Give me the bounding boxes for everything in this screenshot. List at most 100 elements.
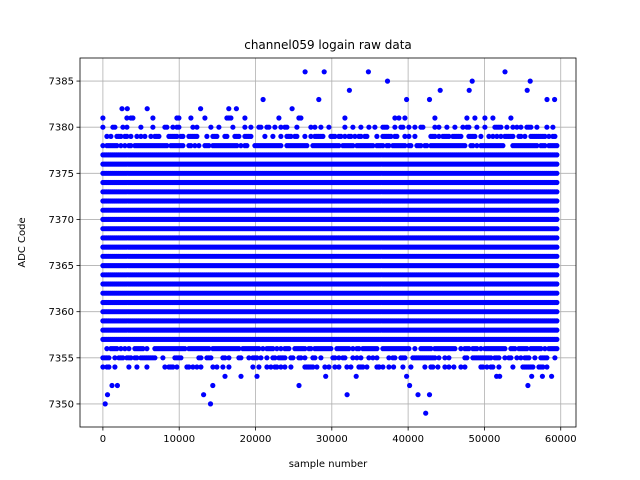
data-point bbox=[122, 346, 128, 352]
data-point bbox=[290, 355, 296, 361]
data-point bbox=[246, 355, 252, 361]
data-point bbox=[310, 364, 316, 370]
data-point bbox=[552, 355, 558, 361]
data-point bbox=[360, 364, 366, 370]
data-point bbox=[488, 355, 494, 361]
data-point bbox=[326, 364, 332, 370]
data-point bbox=[554, 207, 560, 213]
data-point bbox=[342, 355, 348, 361]
data-point bbox=[160, 355, 166, 361]
data-point bbox=[346, 346, 352, 352]
data-point bbox=[106, 364, 112, 370]
data-point bbox=[412, 346, 418, 352]
data-point bbox=[274, 346, 280, 352]
data-point bbox=[554, 281, 560, 287]
data-point bbox=[322, 364, 328, 370]
data-point bbox=[344, 364, 350, 370]
data-point bbox=[480, 364, 486, 370]
data-point bbox=[336, 364, 342, 370]
data-point bbox=[302, 346, 308, 352]
data-point bbox=[318, 355, 324, 361]
data-point bbox=[182, 346, 188, 352]
data-point bbox=[514, 355, 520, 361]
data-point bbox=[538, 346, 544, 352]
data-point bbox=[512, 346, 518, 352]
data-point bbox=[526, 355, 532, 361]
data-point bbox=[126, 364, 132, 370]
data-point bbox=[374, 355, 380, 361]
data-point bbox=[208, 355, 214, 361]
data-point bbox=[544, 364, 550, 370]
data-point bbox=[446, 364, 452, 370]
data-point bbox=[554, 244, 560, 250]
data-point bbox=[554, 253, 560, 259]
data-point bbox=[406, 346, 412, 352]
data-point bbox=[206, 346, 212, 352]
data-point bbox=[462, 364, 468, 370]
data-point bbox=[282, 355, 288, 361]
data-point bbox=[336, 355, 342, 361]
data-point bbox=[356, 346, 362, 352]
data-point bbox=[478, 346, 484, 352]
data-point bbox=[466, 346, 472, 352]
data-point bbox=[554, 263, 560, 269]
data-point bbox=[298, 355, 304, 361]
data-point bbox=[236, 346, 242, 352]
data-point bbox=[510, 364, 516, 370]
data-point bbox=[446, 355, 452, 361]
data-point bbox=[400, 364, 406, 370]
data-point bbox=[502, 355, 508, 361]
data-point bbox=[432, 355, 438, 361]
data-point bbox=[254, 355, 260, 361]
data-point bbox=[112, 355, 118, 361]
data-point bbox=[272, 355, 278, 361]
data-point bbox=[194, 364, 200, 370]
data-point bbox=[464, 355, 470, 361]
data-point bbox=[490, 364, 496, 370]
data-point bbox=[312, 355, 318, 361]
data-point bbox=[112, 364, 118, 370]
data-point bbox=[458, 364, 464, 370]
data-point bbox=[496, 364, 502, 370]
data-point bbox=[554, 198, 560, 204]
data-point bbox=[392, 355, 398, 361]
data-point bbox=[554, 346, 560, 352]
data-point bbox=[238, 355, 244, 361]
data-point bbox=[222, 355, 228, 361]
data-point bbox=[126, 346, 132, 352]
data-point bbox=[386, 355, 392, 361]
data-point bbox=[270, 346, 276, 352]
data-point bbox=[554, 299, 560, 306]
data-point bbox=[104, 346, 110, 352]
data-point bbox=[540, 364, 546, 370]
data-point bbox=[302, 355, 308, 361]
data-point bbox=[554, 189, 560, 195]
data-point bbox=[274, 364, 280, 370]
data-point bbox=[358, 355, 364, 361]
data-point bbox=[198, 364, 204, 370]
data-point bbox=[484, 364, 490, 370]
data-point bbox=[402, 355, 408, 361]
data-point bbox=[314, 364, 320, 370]
data-point bbox=[278, 346, 284, 352]
data-point bbox=[328, 346, 334, 352]
data-point bbox=[140, 346, 146, 352]
data-point bbox=[436, 355, 442, 361]
data-point bbox=[458, 346, 464, 352]
data-point bbox=[380, 364, 386, 370]
data-point bbox=[554, 179, 560, 186]
data-point bbox=[350, 355, 356, 361]
data-point bbox=[508, 355, 514, 361]
data-point bbox=[554, 235, 560, 241]
data-point bbox=[422, 364, 428, 370]
data-point bbox=[250, 364, 256, 370]
data-point bbox=[332, 364, 338, 370]
data-point bbox=[554, 226, 560, 232]
data-point bbox=[554, 216, 560, 222]
data-point bbox=[170, 364, 176, 370]
data-point bbox=[496, 355, 502, 361]
data-point bbox=[364, 364, 370, 370]
data-point bbox=[288, 364, 294, 370]
data-point bbox=[278, 364, 284, 370]
data-point bbox=[198, 355, 204, 361]
